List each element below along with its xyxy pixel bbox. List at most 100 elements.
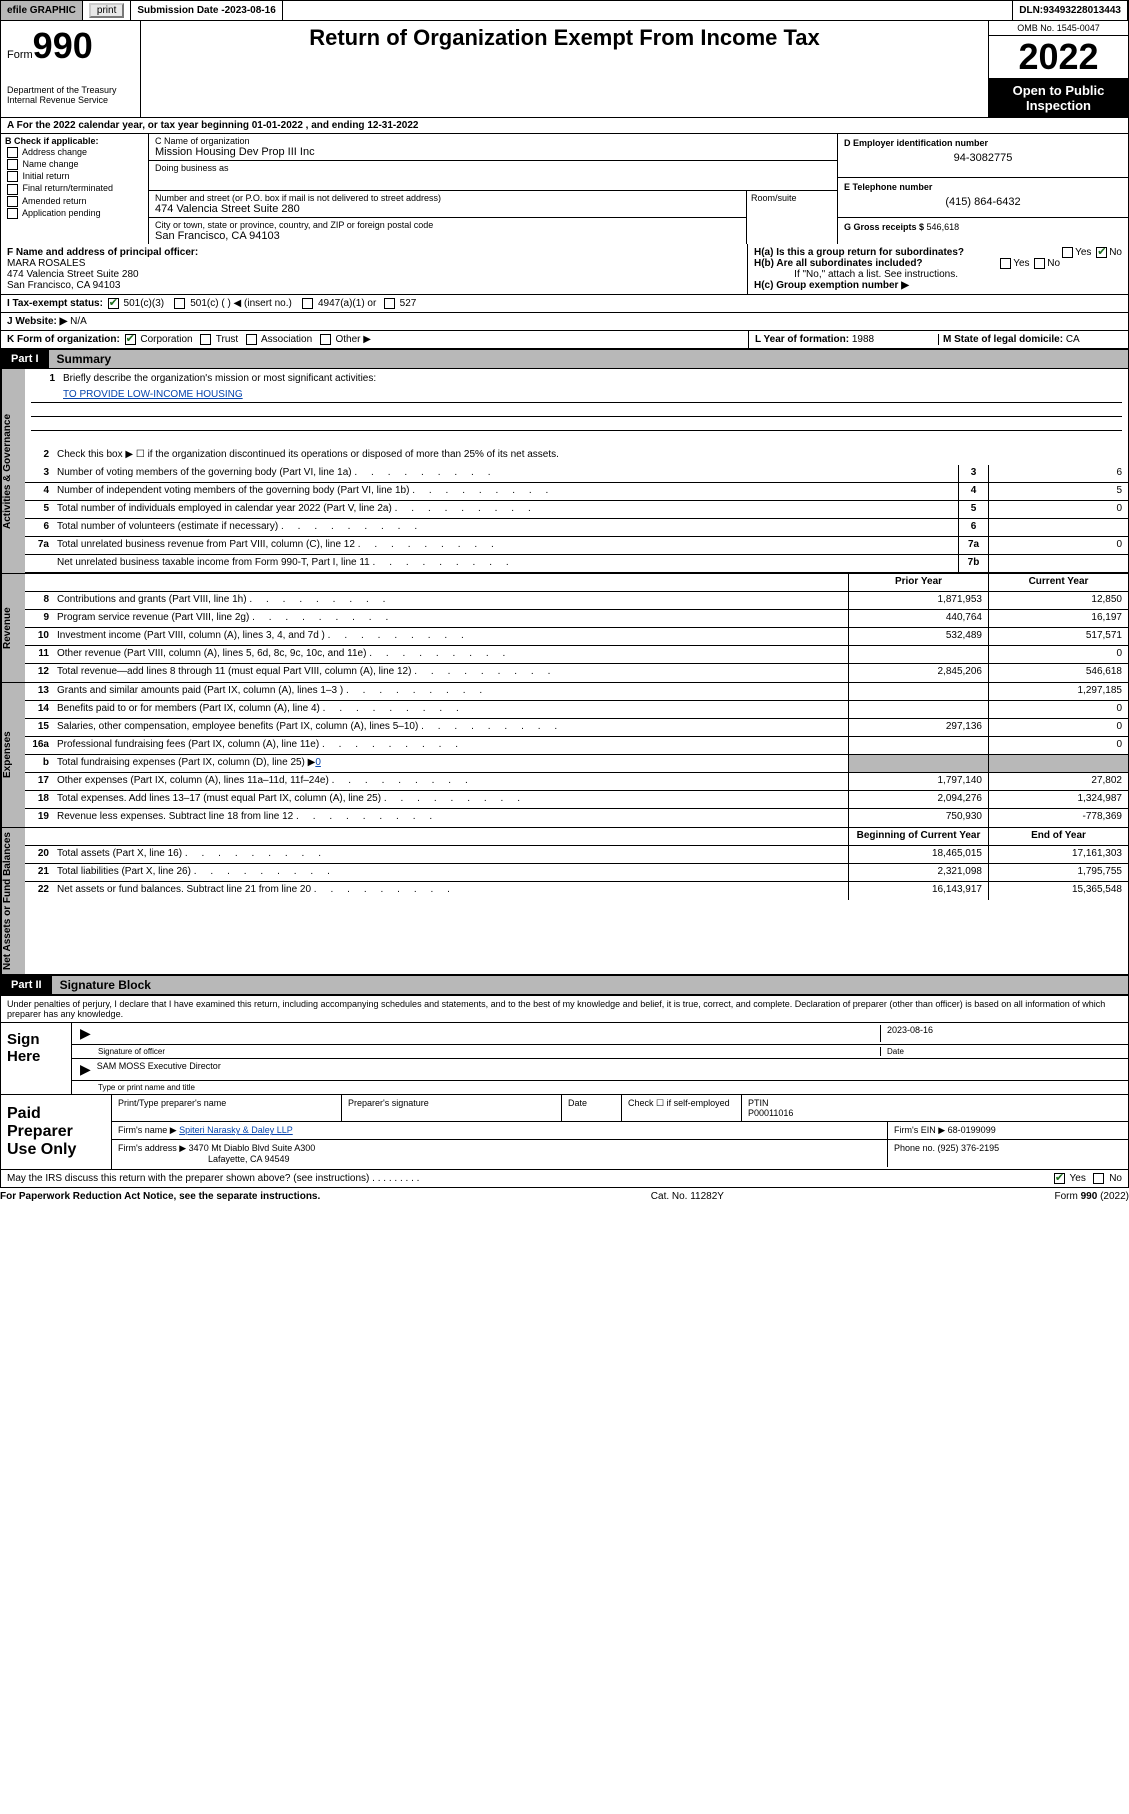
signature-block: Under penalties of perjury, I declare th… <box>0 995 1129 1095</box>
header-left: Form990 Department of the Treasury Inter… <box>1 21 141 117</box>
hdr-beginning: Beginning of Current Year <box>848 828 988 845</box>
chk-corporation <box>125 334 136 345</box>
block-fhijk: F Name and address of principal officer:… <box>0 244 1129 349</box>
room-suite: Room/suite <box>747 191 837 244</box>
row-f: F Name and address of principal officer:… <box>1 244 748 294</box>
print-button[interactable]: print <box>89 3 124 18</box>
efile-label: efile GRAPHIC <box>1 1 83 20</box>
addr-row: Number and street (or P.O. box if mail i… <box>149 191 837 244</box>
tax-year: 2022 <box>989 36 1128 79</box>
chk-amended[interactable]: Amended return <box>5 196 144 207</box>
part2-header: Part II Signature Block <box>0 975 1129 995</box>
summary-row: 14Benefits paid to or for members (Part … <box>25 701 1128 719</box>
top-bar: efile GRAPHIC print Submission Date - 20… <box>0 0 1129 21</box>
vtab-governance: Activities & Governance <box>1 369 25 573</box>
org-city: San Francisco, CA 94103 <box>155 230 740 242</box>
sign-date: 2023-08-16 <box>880 1025 1120 1042</box>
ein-row: D Employer identification number 94-3082… <box>838 134 1128 178</box>
row-a-tax-year: A For the 2022 calendar year, or tax yea… <box>0 118 1129 134</box>
discuss-yes-checked <box>1054 1173 1065 1184</box>
col-c: C Name of organization Mission Housing D… <box>149 134 838 244</box>
summary-row: 20Total assets (Part X, line 16)18,465,0… <box>25 846 1128 864</box>
row-k-form-org: K Form of organization: Corporation Trus… <box>1 331 748 348</box>
hdr-current-year: Current Year <box>988 574 1128 591</box>
summary-row: 19Revenue less expenses. Subtract line 1… <box>25 809 1128 827</box>
chk-address-change[interactable]: Address change <box>5 147 144 158</box>
form-header: Form990 Department of the Treasury Inter… <box>0 21 1129 118</box>
perjury-declaration: Under penalties of perjury, I declare th… <box>1 996 1128 1023</box>
summary-row: 17Other expenses (Part IX, column (A), l… <box>25 773 1128 791</box>
org-name-row: C Name of organization Mission Housing D… <box>149 134 837 161</box>
gross-receipts-value: 546,618 <box>927 222 960 232</box>
arrow-icon: ▶ <box>80 1061 91 1078</box>
omb-number: OMB No. 1545-0047 <box>989 21 1128 36</box>
summary-row: 10Investment income (Part VIII, column (… <box>25 628 1128 646</box>
chk-initial-return[interactable]: Initial return <box>5 171 144 182</box>
header-mid: Return of Organization Exempt From Incom… <box>141 21 988 117</box>
chk-app-pending[interactable]: Application pending <box>5 208 144 219</box>
preparer-label: Paid Preparer Use Only <box>1 1095 111 1169</box>
irs-discuss-row: May the IRS discuss this return with the… <box>0 1170 1129 1188</box>
summary-row: 18Total expenses. Add lines 13–17 (must … <box>25 791 1128 809</box>
summary-row: 7aTotal unrelated business revenue from … <box>25 537 1128 555</box>
row-i-tax-status: I Tax-exempt status: 501(c)(3) 501(c) ( … <box>1 295 1128 312</box>
summary-row: 15Salaries, other compensation, employee… <box>25 719 1128 737</box>
sign-here-label: Sign Here <box>1 1023 71 1094</box>
mission-block: 1Briefly describe the organization's mis… <box>25 369 1128 447</box>
dept-treasury: Department of the Treasury <box>7 85 134 95</box>
col-b-checkboxes: B Check if applicable: Address change Na… <box>1 134 149 244</box>
chk-name-change[interactable]: Name change <box>5 159 144 170</box>
row-j-website: J Website: ▶ N/A <box>1 313 1128 330</box>
phone-row: E Telephone number (415) 864-6432 <box>838 178 1128 218</box>
col-defg: D Employer identification number 94-3082… <box>838 134 1128 244</box>
header-right: OMB No. 1545-0047 2022 Open to Public In… <box>988 21 1128 117</box>
fundraising-total[interactable]: 0 <box>315 757 321 768</box>
arrow-icon: ▶ <box>80 1025 91 1042</box>
summary-row: 3Number of voting members of the governi… <box>25 465 1128 483</box>
hdr-prior-year: Prior Year <box>848 574 988 591</box>
summary-governance: Activities & Governance 1Briefly describ… <box>0 369 1129 574</box>
col-b-label: B Check if applicable: <box>5 136 144 146</box>
mission-text[interactable]: TO PROVIDE LOW-INCOME HOUSING <box>63 389 243 400</box>
part1-header: Part I Summary <box>0 349 1129 369</box>
chk-final-return[interactable]: Final return/terminated <box>5 183 144 194</box>
summary-row: 8Contributions and grants (Part VIII, li… <box>25 592 1128 610</box>
summary-row: 12Total revenue—add lines 8 through 11 (… <box>25 664 1128 682</box>
summary-revenue: Revenue bPrior YearCurrent Year 8Contrib… <box>0 574 1129 683</box>
gross-receipts-row: G Gross receipts $ 546,618 <box>838 218 1128 236</box>
summary-row: 22Net assets or fund balances. Subtract … <box>25 882 1128 900</box>
footer-bottom: For Paperwork Reduction Act Notice, see … <box>0 1188 1129 1205</box>
vtab-revenue: Revenue <box>1 574 25 682</box>
firm-ein: 68-0199099 <box>948 1125 996 1135</box>
dba-row: Doing business as <box>149 161 837 191</box>
vtab-netassets: Net Assets or Fund Balances <box>1 828 25 974</box>
preparer-phone: (925) 376-2195 <box>938 1143 1000 1153</box>
form-title: Return of Organization Exempt From Incom… <box>149 25 980 51</box>
open-public-badge: Open to Public Inspection <box>989 79 1128 117</box>
org-street: 474 Valencia Street Suite 280 <box>155 203 740 215</box>
print-cell: print <box>83 1 131 20</box>
summary-row: 6Total number of volunteers (estimate if… <box>25 519 1128 537</box>
submission-date: Submission Date - 2023-08-16 <box>131 1 282 20</box>
dln: DLN: 93493228013443 <box>1012 1 1128 20</box>
summary-row: 16aProfessional fundraising fees (Part I… <box>25 737 1128 755</box>
hdr-end: End of Year <box>988 828 1128 845</box>
officer-printed-name: SAM MOSS Executive Director <box>97 1061 1120 1078</box>
block-bcdefg: B Check if applicable: Address change Na… <box>0 134 1129 244</box>
ein-value: 94-3082775 <box>844 152 1122 164</box>
summary-row: 11Other revenue (Part VIII, column (A), … <box>25 646 1128 664</box>
firm-name[interactable]: Spiteri Narasky & Daley LLP <box>179 1125 293 1135</box>
summary-row: 13Grants and similar amounts paid (Part … <box>25 683 1128 701</box>
org-name: Mission Housing Dev Prop III Inc <box>155 146 831 158</box>
officer-name: MARA ROSALES <box>7 258 741 269</box>
summary-row: 5Total number of individuals employed in… <box>25 501 1128 519</box>
vtab-expenses: Expenses <box>1 683 25 827</box>
summary-row: 21Total liabilities (Part X, line 26)2,3… <box>25 864 1128 882</box>
summary-row: 9Program service revenue (Part VIII, lin… <box>25 610 1128 628</box>
summary-row: 4Number of independent voting members of… <box>25 483 1128 501</box>
ha-no-checked <box>1096 247 1107 258</box>
chk-501c3 <box>108 298 119 309</box>
paid-preparer: Paid Preparer Use Only Print/Type prepar… <box>0 1095 1129 1170</box>
form-number: Form990 <box>7 25 134 67</box>
row-lm: L Year of formation: 1988 M State of leg… <box>748 331 1128 348</box>
